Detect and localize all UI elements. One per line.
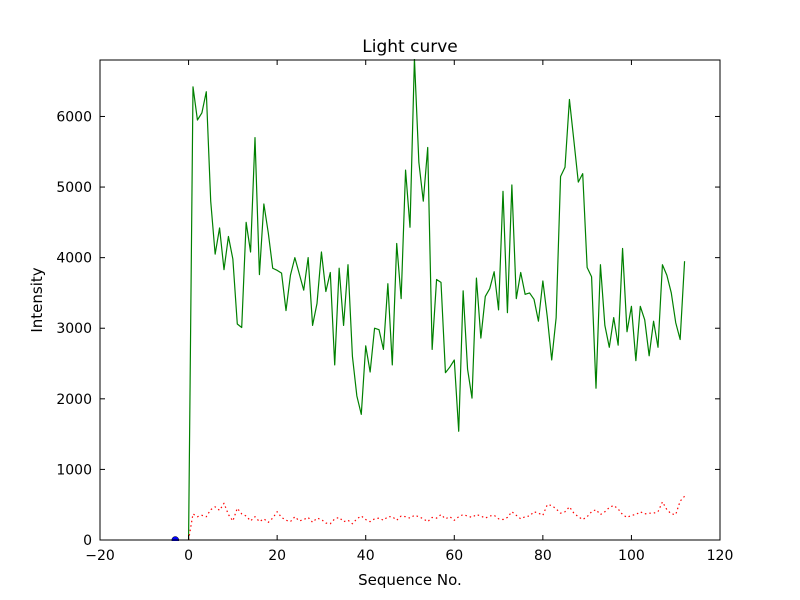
y-tick-label: 2000 <box>56 392 92 408</box>
series-1-line <box>187 495 686 541</box>
x-tick-label: 20 <box>268 548 286 564</box>
x-tick-label: 0 <box>184 548 193 564</box>
series-0-line <box>187 59 686 541</box>
x-tick-label: 60 <box>445 548 463 564</box>
axes: −20 0 20 40 60 80 100 1200100020003000400050006… <box>56 59 734 564</box>
chart-title: Light curve <box>362 37 457 57</box>
x-tick-label: 100 <box>618 548 645 564</box>
y-tick-label: 4000 <box>56 251 92 267</box>
x-tick-label: 120 <box>707 548 734 564</box>
y-tick-label: 3000 <box>56 321 92 337</box>
x-tick-label: 80 <box>534 548 552 564</box>
y-tick-label: 5000 <box>56 180 92 196</box>
plot-frame <box>99 59 721 541</box>
plot-area <box>171 59 686 541</box>
y-tick-label: 0 <box>83 533 92 549</box>
y-tick-label: 1000 <box>56 462 92 478</box>
x-axis-label: Sequence No. <box>358 571 462 589</box>
y-tick-label: 6000 <box>56 109 92 125</box>
x-tick-label: 40 <box>357 548 375 564</box>
x-tick-label: −20 <box>85 548 115 564</box>
y-axis-label: Intensity <box>28 267 46 332</box>
